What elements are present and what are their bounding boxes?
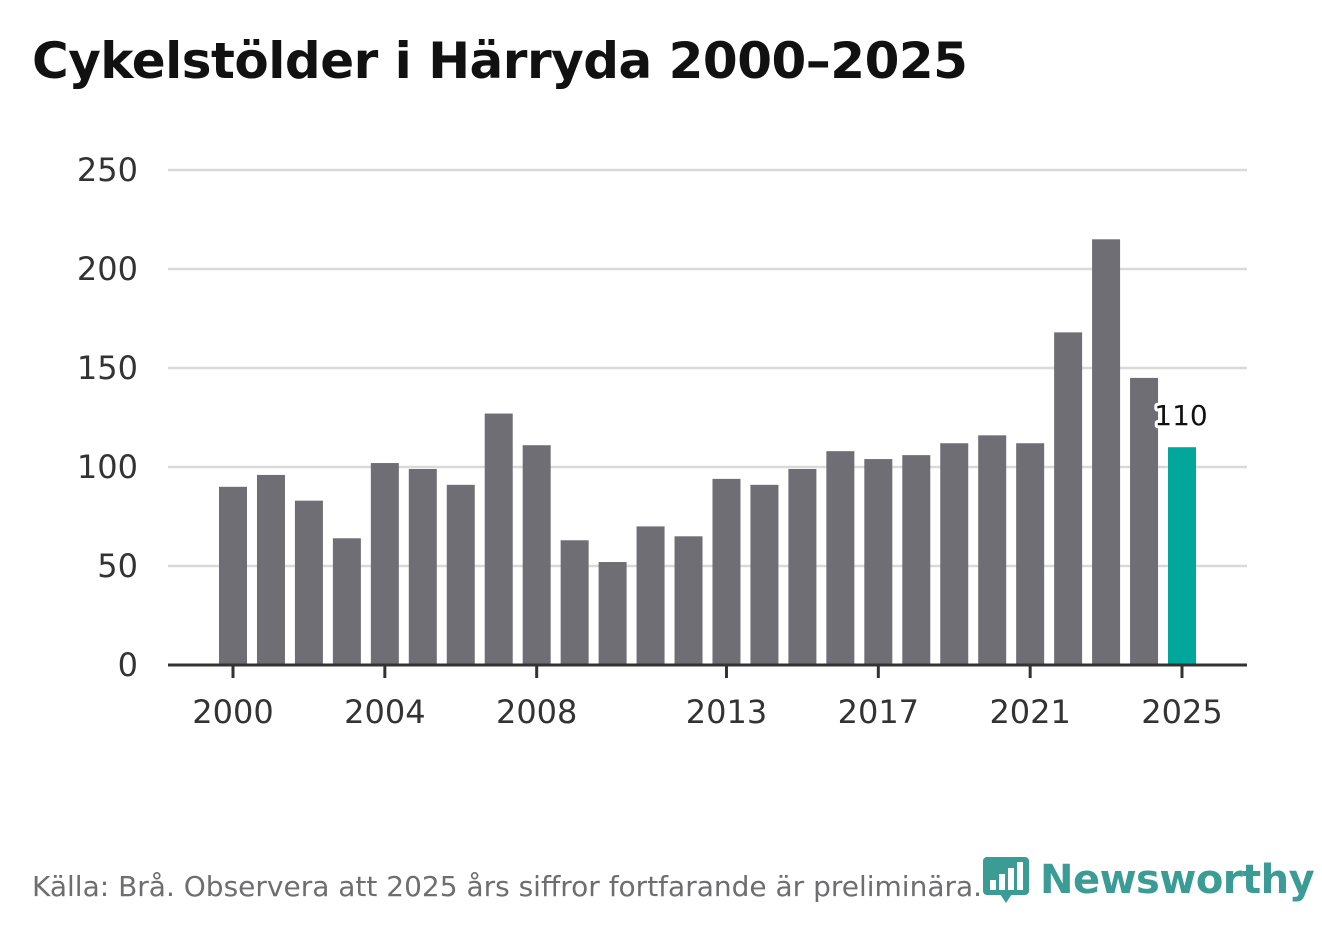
chart-title: Cykelstölder i Härryda 2000–2025 xyxy=(32,32,968,90)
bar-2023 xyxy=(1092,239,1121,666)
bar-2014 xyxy=(750,484,779,665)
bar-2010 xyxy=(598,562,627,665)
y-tick-label-150: 150 xyxy=(77,349,138,387)
bar-2001 xyxy=(256,474,285,665)
newsworthy-logo: Newsworthy xyxy=(982,850,1315,910)
bars xyxy=(219,239,1196,666)
bar-2005 xyxy=(408,468,437,665)
y-tick-label-100: 100 xyxy=(77,448,138,486)
bar-2002 xyxy=(294,500,323,665)
bar-2018 xyxy=(902,455,931,665)
data-labels: 110 xyxy=(1151,396,1210,435)
bar-2024 xyxy=(1130,377,1159,665)
bar-2020 xyxy=(978,435,1007,665)
y-tick-label-200: 200 xyxy=(77,250,138,288)
bar-2025 xyxy=(1168,447,1196,665)
bar-2000 xyxy=(219,486,247,665)
logo-text: Newsworthy xyxy=(1040,857,1315,903)
bar-2006 xyxy=(446,484,475,665)
x-tick-label-2008: 2008 xyxy=(496,693,577,731)
bar-2007 xyxy=(484,413,513,665)
bar-2004 xyxy=(370,463,399,665)
bar-2015 xyxy=(788,468,817,665)
y-axis-tick-labels: 0 50 100 150 200 250 xyxy=(77,151,138,684)
bar-2022 xyxy=(1054,332,1083,665)
y-tick-label-50: 50 xyxy=(97,547,138,585)
x-tick-label-2021: 2021 xyxy=(989,693,1070,731)
bar-2011 xyxy=(636,526,665,665)
x-tick-label-2004: 2004 xyxy=(344,693,425,731)
gridlines xyxy=(168,168,1247,568)
x-tick-label-2013: 2013 xyxy=(686,693,767,731)
chart-bubble-icon xyxy=(983,857,1029,903)
data-label-2025: 110 xyxy=(1154,399,1207,432)
bar-2003 xyxy=(332,538,361,665)
bar-2017 xyxy=(864,459,893,665)
y-tick-label-250: 250 xyxy=(77,151,138,189)
x-tick-label-2017: 2017 xyxy=(838,693,919,731)
x-tick-label-2025: 2025 xyxy=(1141,693,1222,731)
source-note: Källa: Brå. Observera att 2025 års siffr… xyxy=(32,870,983,903)
y-tick-label-0: 0 xyxy=(118,646,138,684)
bar-2019 xyxy=(940,443,969,665)
bar-2009 xyxy=(560,540,589,665)
x-axis: 2000 2004 2008 2013 2017 2021 2025 xyxy=(168,663,1247,731)
bar-2016 xyxy=(826,451,855,665)
bar-2013 xyxy=(712,478,741,665)
x-tick-label-2000: 2000 xyxy=(192,693,273,731)
bar-2012 xyxy=(674,536,703,665)
bar-2008 xyxy=(522,445,551,665)
bar-2021 xyxy=(1016,443,1045,665)
